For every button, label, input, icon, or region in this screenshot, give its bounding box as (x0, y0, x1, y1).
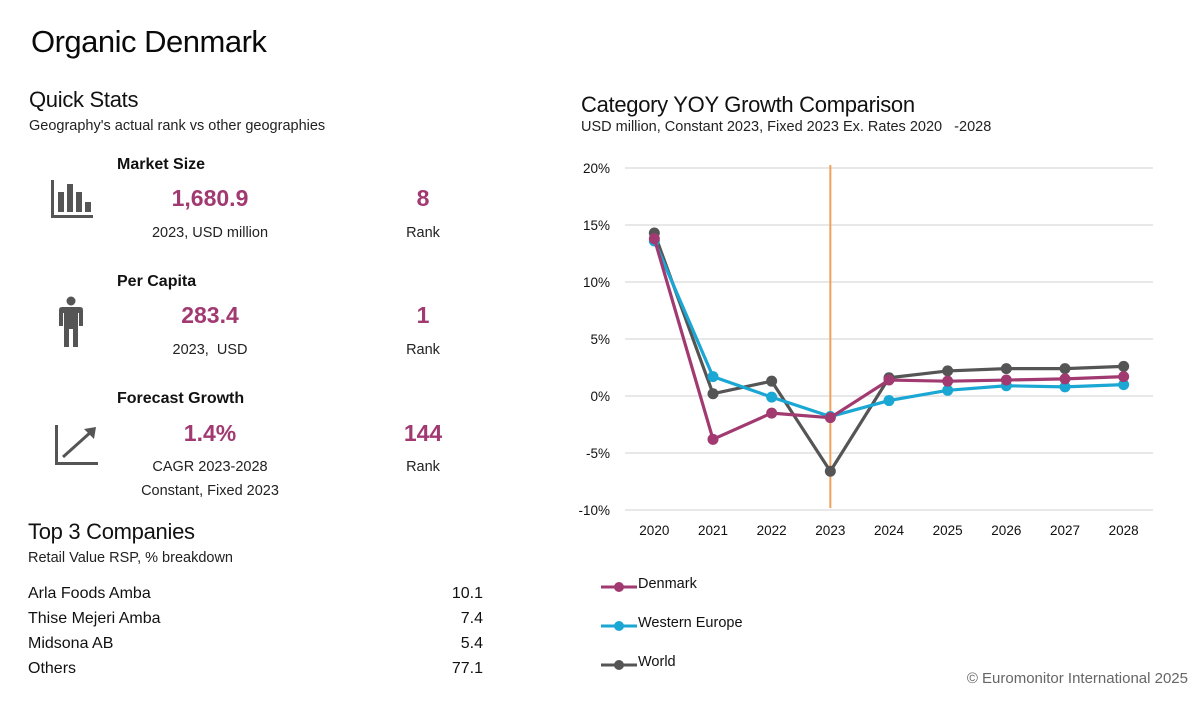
data-point-denmark[interactable] (1059, 373, 1071, 385)
x-tick-label: 2028 (1109, 523, 1139, 538)
chart-title: Category YOY Growth Comparison (581, 92, 915, 117)
rank-label: Rank (406, 225, 440, 241)
person-icon (57, 296, 85, 353)
legend-item-denmark[interactable]: Denmark (600, 567, 743, 606)
company-share: 77.1 (451, 660, 483, 677)
legend-item-western-europe[interactable]: Western Europe (600, 606, 743, 645)
companies-table: Arla Foods Amba 10.1 Thise Mejeri Amba 7… (28, 585, 483, 685)
data-point-world[interactable] (1059, 363, 1071, 375)
company-share: 10.1 (451, 585, 483, 602)
data-point-denmark[interactable] (766, 407, 778, 419)
x-tick-label: 2026 (991, 523, 1021, 538)
y-tick-label: 5% (590, 332, 610, 347)
x-tick-label: 2023 (815, 523, 845, 538)
data-point-denmark[interactable] (648, 233, 660, 245)
stat-caption-forecast-growth: CAGR 2023-2028 (152, 459, 268, 475)
data-point-world[interactable] (766, 375, 778, 387)
company-name: Thise Mejeri Amba (28, 610, 161, 627)
y-tick-label: 20% (583, 161, 610, 176)
stat-label-per-capita: Per Capita (117, 273, 197, 290)
stat-caption2-forecast-growth: Constant, Fixed 2023 (141, 483, 279, 499)
series-denmark (648, 233, 1130, 445)
legend-marker-world (601, 659, 637, 670)
stat-label-forecast-growth: Forecast Growth (117, 390, 245, 407)
data-point-denmark[interactable] (942, 375, 954, 387)
rank-label: Rank (406, 342, 440, 358)
data-point-western-europe[interactable] (1118, 379, 1130, 391)
y-tick-label: -10% (578, 503, 610, 518)
data-point-denmark[interactable] (883, 374, 895, 386)
data-point-denmark[interactable] (707, 433, 719, 445)
series-world (648, 227, 1130, 477)
bar-chart-icon (50, 178, 94, 225)
data-point-denmark[interactable] (1000, 374, 1012, 386)
trend-up-icon (54, 424, 100, 471)
data-point-world[interactable] (1118, 360, 1130, 372)
data-point-western-europe[interactable] (766, 391, 778, 403)
stat-value-forecast-growth: 1.4% (183, 420, 237, 446)
data-point-western-europe[interactable] (707, 371, 719, 383)
x-tick-label: 2020 (639, 523, 669, 538)
quick-stats-title: Quick Stats (29, 87, 139, 112)
stat-value-per-capita: 283.4 (181, 302, 239, 328)
x-tick-label: 2022 (757, 523, 787, 538)
company-name: Others (28, 660, 77, 677)
x-tick-label: 2021 (698, 523, 728, 538)
growth-line-chart: -10% -5% 0% 5% 10% 15% 20% 2020 2021 2022 2023 202… (578, 161, 1153, 538)
x-tick-label: 2025 (933, 523, 963, 538)
stat-rank-per-capita: 1 (416, 302, 430, 328)
legend-marker-western-europe (601, 620, 637, 631)
legend-item-world[interactable]: World (600, 645, 743, 684)
data-point-western-europe[interactable] (942, 384, 954, 396)
chart-subtitle: USD million, Constant 2023, Fixed 2023 E… (581, 119, 992, 135)
x-tick-label: 2027 (1050, 523, 1080, 538)
x-tick-label: 2024 (874, 523, 905, 538)
y-tick-label: 0% (590, 389, 610, 404)
company-row: Others 77.1 (28, 660, 483, 685)
company-share: 7.4 (460, 610, 483, 627)
data-point-denmark[interactable] (824, 412, 836, 424)
stat-value-market-size: 1,680.9 (171, 185, 249, 211)
data-point-world[interactable] (942, 365, 954, 377)
y-tick-label: 15% (583, 218, 610, 233)
legend-label: World (638, 653, 676, 670)
data-point-denmark[interactable] (1118, 371, 1130, 383)
company-name: Midsona AB (28, 635, 114, 652)
rank-label: Rank (406, 459, 440, 475)
y-tick-label: 10% (583, 275, 610, 290)
company-row: Arla Foods Amba 10.1 (28, 585, 483, 610)
data-point-world[interactable] (707, 388, 719, 400)
company-row: Midsona AB 5.4 (28, 635, 483, 660)
stat-rank-forecast-growth: 144 (403, 420, 443, 446)
company-share: 5.4 (460, 635, 483, 652)
chart-legend: Denmark Western Europe World (600, 567, 743, 684)
stat-rank-market-size: 8 (416, 185, 430, 211)
legend-label: Denmark (638, 575, 697, 592)
stat-label-market-size: Market Size (117, 156, 206, 173)
company-row: Thise Mejeri Amba 7.4 (28, 610, 483, 635)
companies-subtitle: Retail Value RSP, % breakdown (28, 550, 233, 566)
copyright-footer: © Euromonitor International 2025 (966, 670, 1188, 687)
y-tick-label: -5% (586, 446, 610, 461)
legend-marker-denmark (601, 581, 637, 592)
legend-label: Western Europe (638, 614, 743, 631)
stat-caption-per-capita: 2023, USD (172, 342, 248, 358)
data-point-western-europe[interactable] (883, 395, 895, 407)
companies-title: Top 3 Companies (28, 519, 195, 544)
company-name: Arla Foods Amba (28, 585, 151, 602)
data-point-world[interactable] (824, 465, 836, 477)
series-western-europe (648, 235, 1130, 423)
data-point-world[interactable] (1000, 363, 1012, 375)
stat-caption-market-size: 2023, USD million (151, 225, 269, 241)
page-title: Organic Denmark (31, 24, 267, 59)
data-point-western-europe[interactable] (1059, 381, 1071, 393)
quick-stats-subtitle: Geography's actual rank vs other geograp… (29, 118, 326, 134)
